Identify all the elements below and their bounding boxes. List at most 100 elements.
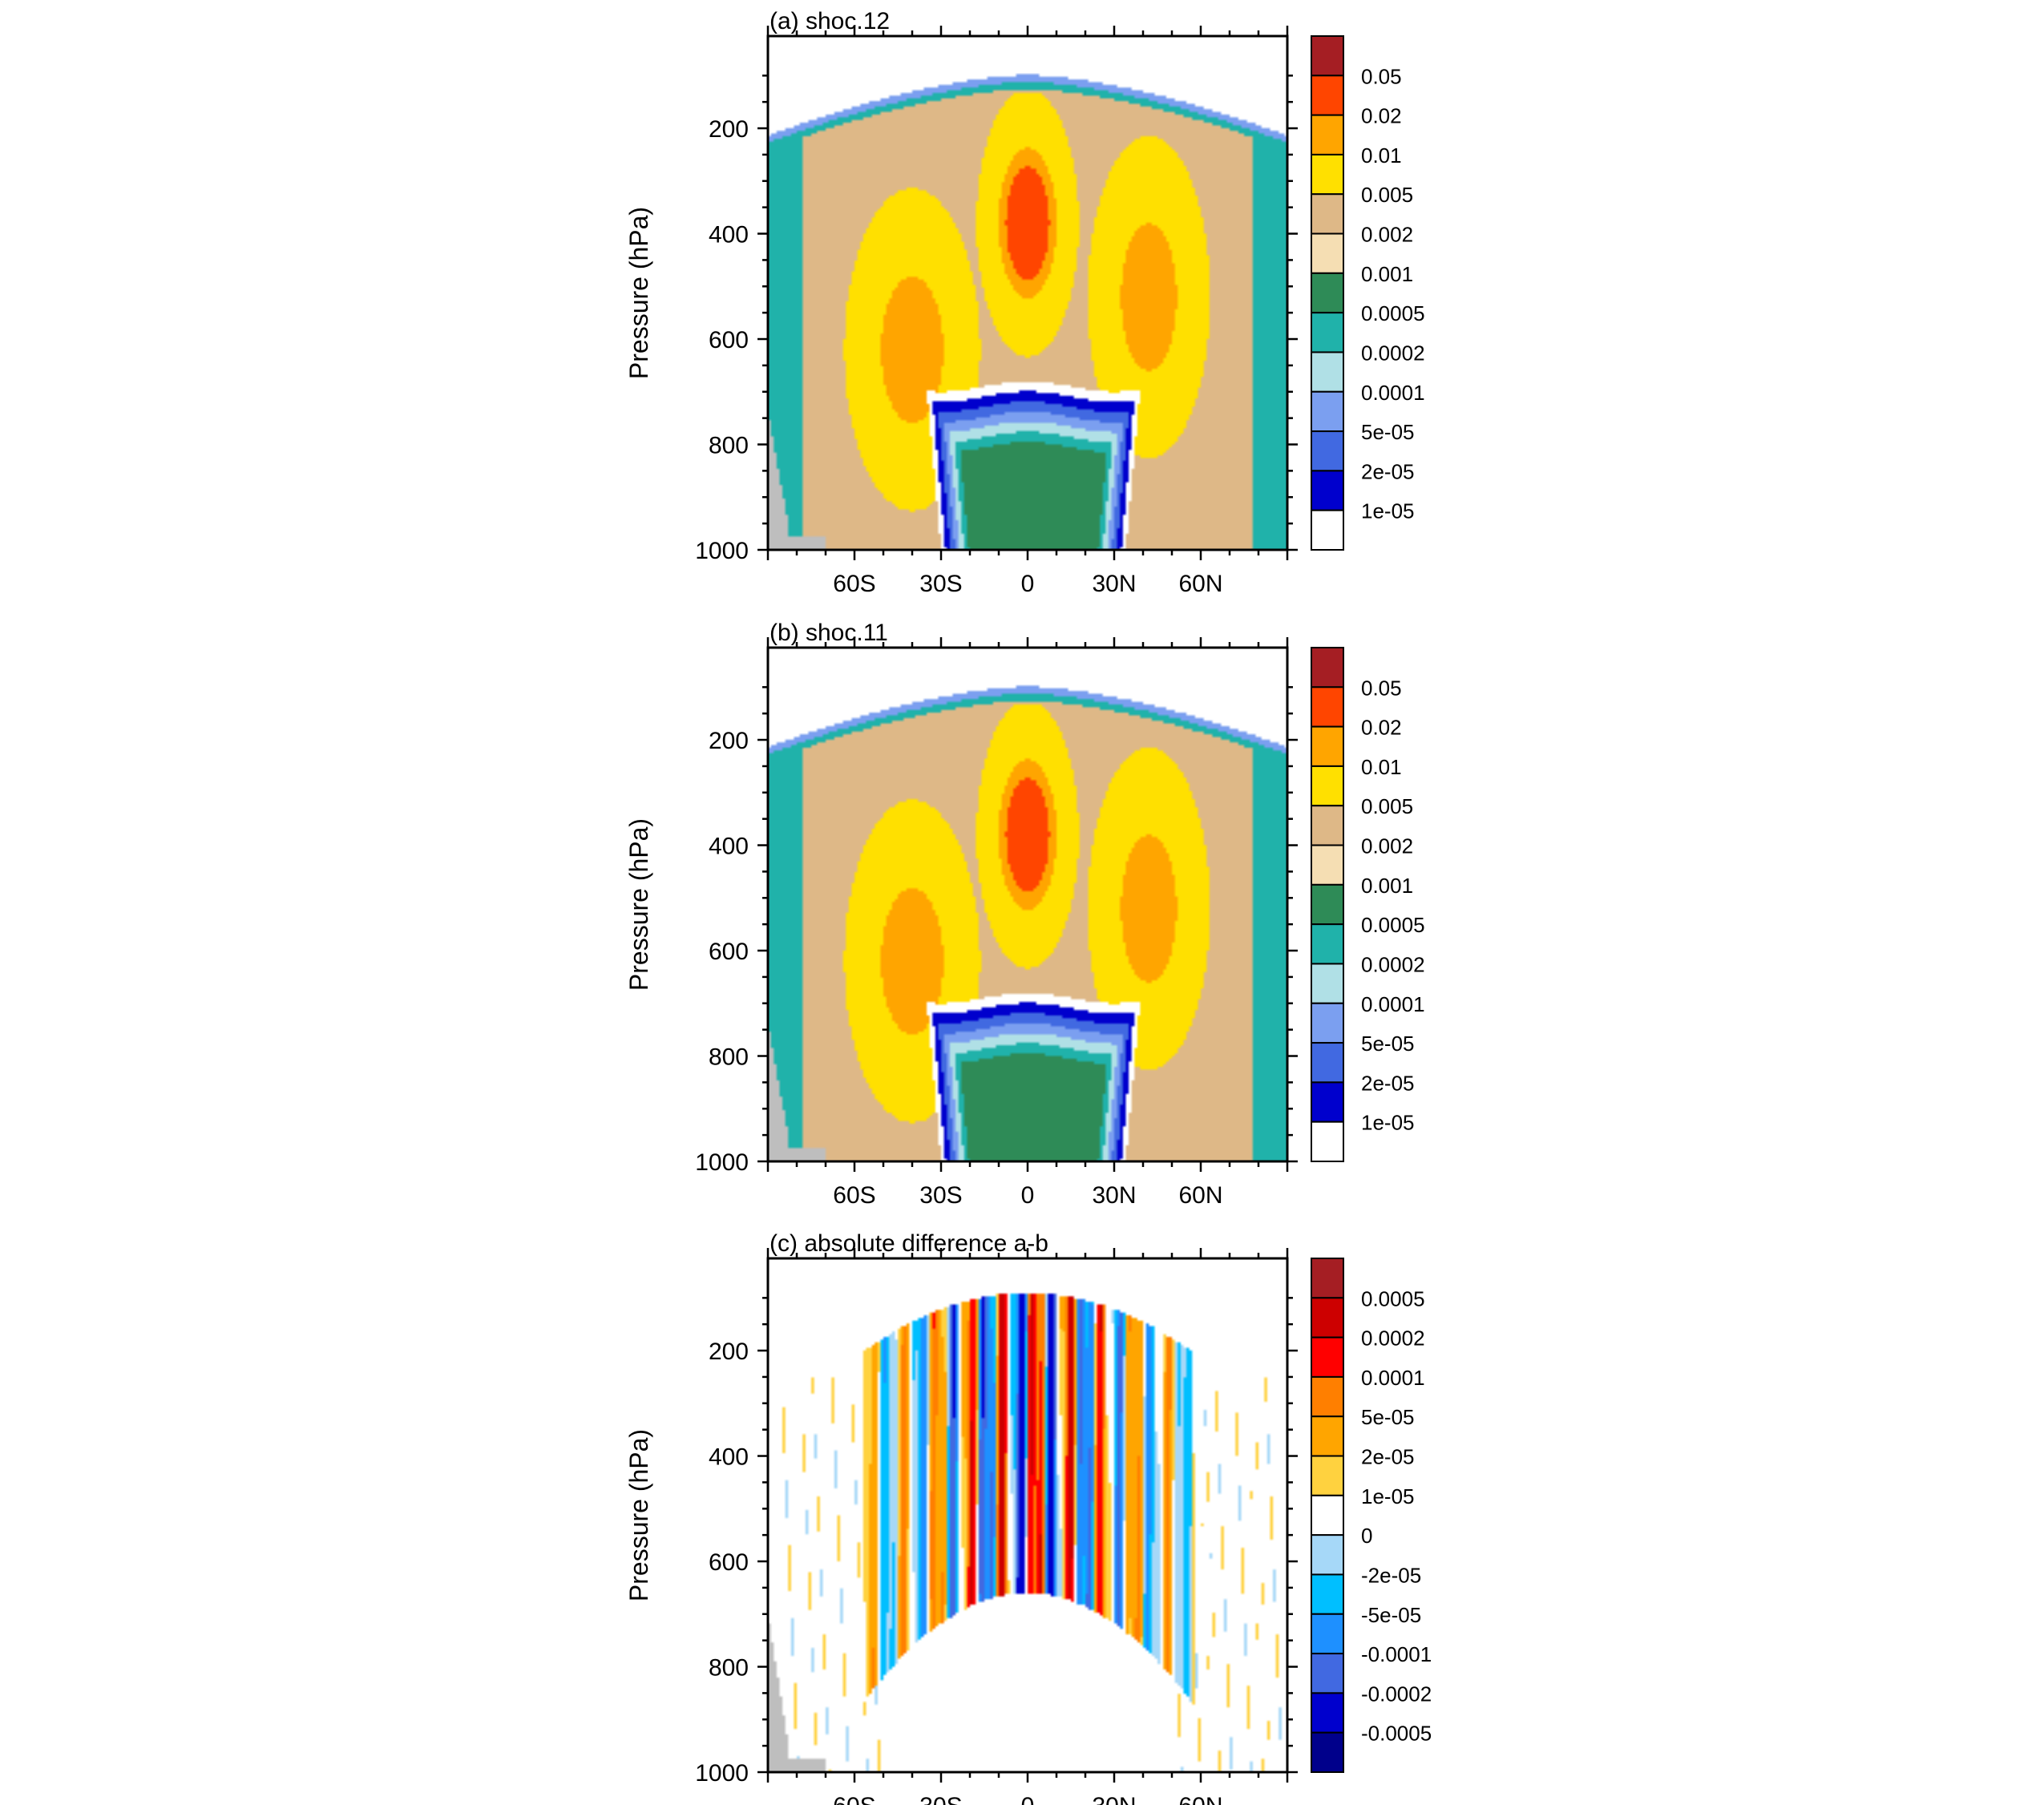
colorbar-label: 0.001 <box>1361 262 1413 286</box>
colorbar-box <box>1311 765 1344 807</box>
colorbar-box <box>1311 1692 1344 1734</box>
colorbar-box <box>1311 647 1344 688</box>
y-tick-label: 200 <box>709 1339 749 1365</box>
contour-field <box>768 1258 1287 1772</box>
colorbar-label: 0.0002 <box>1361 1326 1425 1351</box>
panel-1: (a) shoc.12 200 400 600 800 1000 Pressure (hPa… <box>624 8 1425 597</box>
colorbar-box <box>1311 1613 1344 1655</box>
panel-title: (c) absolute difference a-b <box>770 1230 1048 1257</box>
y-tick-label: 200 <box>709 116 749 143</box>
x-tick-label: 60N <box>1178 1182 1222 1209</box>
colorbar-box <box>1311 1336 1344 1378</box>
y-axis-label: Pressure (hPa) <box>624 207 653 379</box>
contour-field <box>768 648 1287 1161</box>
colorbar-label: 0.0005 <box>1361 1286 1425 1310</box>
colorbar-label: 0.0005 <box>1361 301 1425 325</box>
colorbar-label: -2e-05 <box>1361 1563 1421 1587</box>
x-tick-label: 30N <box>1092 571 1136 597</box>
colorbar-label: 0.0002 <box>1361 952 1425 976</box>
colorbar-box <box>1311 35 1344 77</box>
colorbar-label: -0.0005 <box>1361 1722 1432 1746</box>
x-tick-label: 30S <box>919 1793 962 1805</box>
colorbar-box <box>1311 1455 1344 1496</box>
x-tick-label: 60S <box>833 1182 875 1209</box>
colorbar-box <box>1311 1731 1344 1774</box>
colorbar-label: 0.01 <box>1361 755 1402 779</box>
y-tick-label: 800 <box>709 1655 749 1682</box>
y-tick-label: 400 <box>709 222 749 248</box>
colorbar-label: 0.05 <box>1361 64 1402 88</box>
colorbar-box <box>1311 923 1344 965</box>
colorbar-box <box>1311 844 1344 886</box>
colorbar-label: 5e-05 <box>1361 420 1415 444</box>
colorbar-label: 0.005 <box>1361 183 1413 207</box>
y-tick-label: 1000 <box>695 538 749 564</box>
colorbar-label: 2e-05 <box>1361 1071 1415 1095</box>
x-tick-label: 30N <box>1092 1182 1136 1209</box>
colorbar-box <box>1311 686 1344 728</box>
colorbar-box <box>1311 1534 1344 1576</box>
colorbar-box <box>1311 509 1344 551</box>
colorbar-box <box>1311 114 1344 155</box>
x-tick-label: 0 <box>1021 1793 1035 1805</box>
colorbar-label: 5e-05 <box>1361 1032 1415 1056</box>
colorbar-box <box>1311 1415 1344 1457</box>
colorbar-box <box>1311 1375 1344 1418</box>
colorbar-box <box>1311 390 1344 433</box>
y-tick-label: 400 <box>709 1444 749 1471</box>
colorbar-box <box>1311 153 1344 196</box>
colorbar-label: 2e-05 <box>1361 1445 1415 1469</box>
colorbar-label: 0.02 <box>1361 104 1402 128</box>
colorbar-label: -0.0001 <box>1361 1642 1432 1666</box>
y-axis-label: Pressure (hPa) <box>624 1429 653 1601</box>
colorbar-label: 0.005 <box>1361 794 1413 818</box>
panel-title: (a) shoc.12 <box>770 8 890 34</box>
colorbar-box <box>1311 193 1344 235</box>
colorbar-label: 0.05 <box>1361 676 1402 700</box>
colorbar-label: 5e-05 <box>1361 1405 1415 1429</box>
y-tick-label: 800 <box>709 433 749 459</box>
y-tick-label: 400 <box>709 834 749 860</box>
colorbar-box <box>1311 1494 1344 1536</box>
colorbar-box <box>1311 1258 1344 1299</box>
colorbar-label: 1e-05 <box>1361 499 1415 523</box>
colorbar-box <box>1311 725 1344 767</box>
colorbar-label: 0.0005 <box>1361 913 1425 937</box>
y-tick-label: 600 <box>709 939 749 965</box>
colorbar-box <box>1311 1653 1344 1694</box>
y-axis-label: Pressure (hPa) <box>624 818 653 991</box>
colorbar-box <box>1311 963 1344 1004</box>
x-tick-label: 0 <box>1021 1182 1035 1209</box>
colorbar-label: 0.0002 <box>1361 341 1425 365</box>
colorbar-box <box>1311 805 1344 846</box>
colorbar-label: 1e-05 <box>1361 1484 1415 1508</box>
colorbar-label: 0.002 <box>1361 223 1413 247</box>
x-tick-label: 60S <box>833 1793 875 1805</box>
colorbar-box <box>1311 1081 1344 1123</box>
colorbar-box <box>1311 1573 1344 1615</box>
colorbar-box <box>1311 470 1344 511</box>
x-tick-label: 60N <box>1178 571 1222 597</box>
x-tick-label: 0 <box>1021 571 1035 597</box>
y-tick-label: 1000 <box>695 1149 749 1176</box>
colorbar-label: 0.01 <box>1361 143 1402 168</box>
x-tick-label: 60S <box>833 571 875 597</box>
y-tick-label: 200 <box>709 728 749 754</box>
y-tick-label: 600 <box>709 327 749 353</box>
colorbar-box <box>1311 312 1344 353</box>
colorbar-label: 0.002 <box>1361 834 1413 858</box>
colorbar-label: 0.0001 <box>1361 381 1425 405</box>
y-tick-label: 600 <box>709 1549 749 1576</box>
colorbar-label: 2e-05 <box>1361 459 1415 483</box>
colorbar-box <box>1311 232 1344 274</box>
x-tick-label: 30N <box>1092 1793 1136 1805</box>
colorbar-box <box>1311 1042 1344 1084</box>
colorbar-box <box>1311 1121 1344 1162</box>
panel-2: (b) shoc.11 200 400 600 800 1000 Pressure (hPa… <box>624 620 1425 1209</box>
colorbar-box <box>1311 272 1344 314</box>
y-tick-label: 800 <box>709 1044 749 1071</box>
colorbar-label: 0.02 <box>1361 716 1402 740</box>
colorbar-box <box>1311 430 1344 472</box>
x-tick-label: 30S <box>919 1182 962 1209</box>
